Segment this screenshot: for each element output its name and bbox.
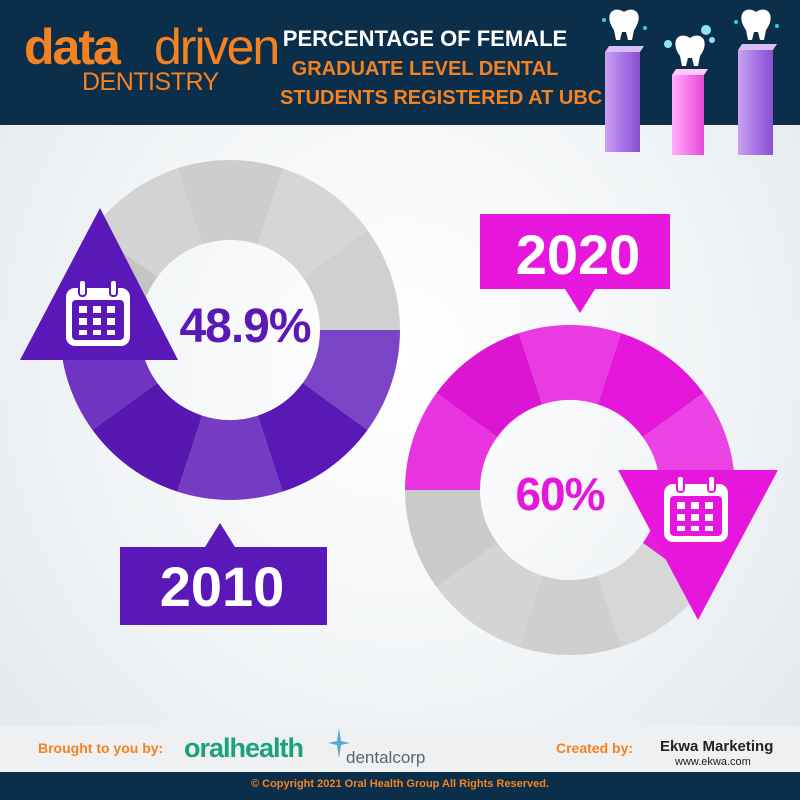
brought-to-you-label: Brought to you by: [38, 740, 164, 756]
tooth-icon [602, 9, 647, 40]
donut-segment-2010-female [177, 415, 283, 500]
dentalcorp-logo: dentalcorp [346, 748, 426, 767]
value-label-2020: 60% [515, 468, 604, 520]
oralhealth-logo: oralhealth [184, 733, 304, 763]
decor-bar-middle [672, 69, 708, 155]
header-illustration [602, 9, 779, 155]
title-line-2: GRADUATE LEVEL DENTAL [291, 58, 559, 80]
donut-segment-2020-remainder [405, 490, 498, 587]
donut-segment-2010-female [257, 382, 368, 492]
donut-segment-2010-remainder [302, 230, 400, 330]
year-label-2020: 2020 [516, 223, 641, 286]
copyright-bar [0, 772, 800, 800]
year-callout-2020: 2020 [480, 214, 670, 313]
year-callout-2010: 2010 [120, 523, 327, 625]
header-band [0, 0, 800, 125]
creator-url: www.ekwa.com [675, 756, 751, 768]
donut-segment-2010-remainder [177, 159, 283, 245]
logo-dentistry-text: DENTISTRY [82, 68, 219, 96]
created-by-label: Created by: [556, 740, 634, 756]
donut-segment-2020-female [405, 393, 498, 490]
donut-segment-2020-female [597, 333, 704, 438]
arrow-head-2020 [618, 470, 778, 620]
calendar-icon [66, 279, 130, 346]
title-line-1: PERCENTAGE OF FEMALE [282, 26, 568, 51]
donut-segment-2010-female [302, 330, 400, 430]
sparkle-icon [328, 728, 350, 758]
tooth-icon [734, 9, 779, 40]
tooth-icon [664, 25, 715, 66]
donut-segment-2010-female [92, 382, 203, 492]
donut-segment-2020-remainder [519, 575, 621, 655]
logo-driven-text: driven [154, 19, 280, 75]
donut-chart-2020 [405, 325, 735, 655]
title-line-3: STUDENTS REGISTERED AT UBC [280, 87, 603, 109]
donut-segment-2010-remainder [257, 168, 368, 278]
copyright-text: © Copyright 2021 Oral Health Group All R… [250, 778, 550, 790]
decor-bar-right [738, 44, 777, 155]
donut-segment-2020-female [436, 333, 543, 438]
value-label-2010: 48.9% [179, 300, 310, 353]
decor-bar-left [605, 46, 644, 152]
arrow-head-2010 [20, 208, 178, 360]
logo-data-text: data [24, 19, 121, 75]
creator-name: Ekwa Marketing [660, 738, 774, 755]
donut-segment-2020-remainder [436, 542, 543, 647]
donut-segment-2020-female [519, 325, 621, 405]
year-label-2010: 2010 [160, 555, 285, 618]
donut-segment-2020-female [642, 393, 735, 490]
calendar-icon [664, 475, 728, 542]
